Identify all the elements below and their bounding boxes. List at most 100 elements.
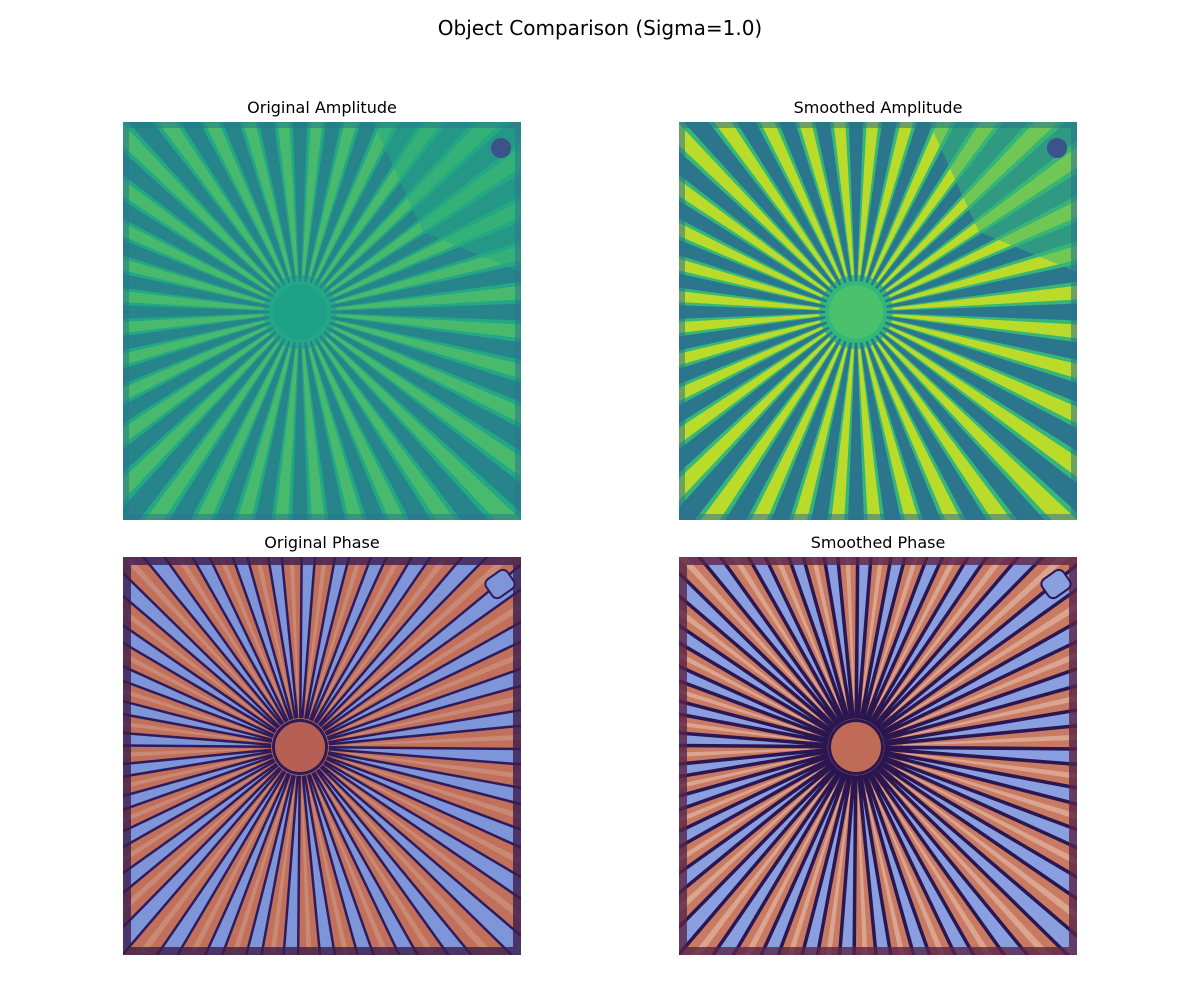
amplitude-spoke-dark — [865, 340, 941, 520]
amplitude-spoke-dark — [848, 122, 864, 281]
amplitude-spoke-light — [237, 347, 292, 520]
amplitude-spoke-dark — [123, 305, 269, 319]
amplitude-spoke-dark — [860, 342, 901, 520]
amplitude-spoke-light — [302, 348, 325, 520]
amplitude-spoke-dark — [683, 122, 837, 289]
amplitude-spoke-dark — [314, 338, 431, 520]
phase-spoke — [123, 699, 273, 743]
phase-highlight-band — [679, 557, 825, 713]
amplitude-spoke-dark — [679, 316, 826, 351]
amplitude-spoke-dark — [679, 335, 837, 520]
phase-spoke — [313, 557, 433, 724]
title-smoothed-amplitude: Smoothed Amplitude — [793, 98, 963, 117]
image-smoothed-phase — [679, 557, 1077, 955]
amplitude-spoke-light — [798, 122, 848, 277]
amplitude-spoke-light — [325, 337, 521, 520]
amplitude-spoke-dark — [127, 122, 281, 289]
phase-highlight-band — [123, 607, 264, 719]
phase-spoke — [323, 760, 521, 901]
amplitude-spoke-dark — [814, 122, 852, 282]
phase-spoke — [870, 767, 1030, 955]
amplitude-spoke-dark — [771, 340, 847, 520]
amplitude-spoke-dark — [292, 343, 308, 520]
phase-spoke — [837, 775, 858, 955]
phase-highlight-band — [317, 790, 390, 955]
phase-spoke — [324, 620, 521, 736]
amplitude-spoke-dark — [123, 239, 272, 303]
amplitude-spoke-light — [864, 347, 919, 520]
phase-highlight-band — [188, 788, 279, 955]
amplitude-spoke-dark — [304, 122, 342, 282]
phase-highlight-band — [341, 768, 521, 866]
phase-highlight-band — [895, 602, 1077, 723]
phase-center-disc — [831, 722, 881, 772]
amplitude-spoke-light — [751, 345, 842, 520]
amplitude-spoke-light — [123, 332, 271, 445]
amplitude-spoke-dark — [123, 321, 272, 385]
phase-spoke — [881, 755, 1077, 850]
amplitude-spoke-light — [870, 345, 961, 520]
amplitude-spoke-dark — [679, 305, 825, 319]
phase-spoke — [746, 557, 846, 724]
phase-spoke — [304, 557, 351, 720]
phase-highlight-band — [123, 652, 259, 726]
phase-spoke — [123, 748, 272, 778]
phase-spoke — [141, 557, 285, 726]
amplitude-spoke-dark — [887, 303, 1077, 321]
phase-spoke — [866, 770, 976, 955]
title-original-amplitude: Original Amplitude — [247, 98, 397, 117]
amplitude-spoke-light — [760, 122, 842, 279]
amplitude-spoke-dark — [309, 122, 378, 284]
amplitude-spoke-dark — [169, 338, 286, 520]
amplitude-spoke-dark — [123, 151, 277, 293]
phase-highlight-band — [884, 557, 1006, 711]
amplitude-spoke-light — [679, 222, 823, 298]
title-smoothed-phase: Smoothed Phase — [810, 533, 946, 552]
phase-highlight-band — [845, 557, 855, 701]
phase-spoke — [203, 772, 292, 955]
amplitude-center-disc — [829, 285, 883, 339]
phase-corner-block — [484, 568, 516, 600]
amplitude-spoke-dark — [860, 122, 898, 282]
amplitude-spoke-light — [679, 314, 820, 333]
phase-spoke — [123, 753, 274, 812]
phase-highlight-band — [679, 748, 810, 757]
phase-spoke — [123, 766, 283, 955]
phase-highlight-band — [902, 752, 1077, 779]
phase-highlight-band — [887, 781, 1052, 955]
phase-highlight-band — [865, 792, 905, 955]
amplitude-spoke-dark — [330, 264, 521, 308]
phase-highlight-band — [345, 695, 521, 738]
amplitude-spoke-light — [308, 347, 363, 520]
phase-center-disc — [275, 722, 325, 772]
amplitude-spoke-light — [864, 122, 914, 277]
phase-highlight-band — [336, 775, 521, 921]
amplitude-spoke-light — [123, 320, 265, 366]
phase-highlight-band — [692, 783, 828, 955]
amplitude-spoke-light — [679, 337, 831, 501]
phase-spoke — [301, 775, 337, 955]
amplitude-spoke-dark — [330, 316, 521, 360]
phase-highlight-band — [346, 734, 521, 746]
phase-spoke — [679, 765, 839, 955]
phase-spoke — [864, 557, 945, 722]
amplitude-spoke-dark — [304, 342, 345, 520]
phase-spoke — [328, 746, 521, 766]
amplitude-spoke-dark — [736, 122, 842, 286]
phase-highlight-band — [679, 688, 812, 734]
amplitude-spoke-light — [123, 222, 267, 298]
amplitude-spoke-light — [679, 179, 827, 292]
amplitude-spoke-light — [881, 337, 1077, 520]
phase-highlight-band — [123, 778, 266, 914]
phase-spoke — [878, 759, 1077, 901]
amplitude-spoke-dark — [319, 335, 489, 520]
phase-spoke — [679, 731, 828, 749]
figure-title: Object Comparison (Sigma=1.0) — [437, 16, 763, 40]
amplitude-spoke-dark — [886, 316, 1077, 360]
phase-spoke — [859, 557, 907, 721]
phase-spoke — [155, 770, 287, 955]
phase-highlight-band — [880, 786, 993, 955]
image-original-amplitude — [123, 122, 521, 520]
phase-spoke — [282, 775, 301, 955]
phase-spoke — [710, 769, 844, 955]
